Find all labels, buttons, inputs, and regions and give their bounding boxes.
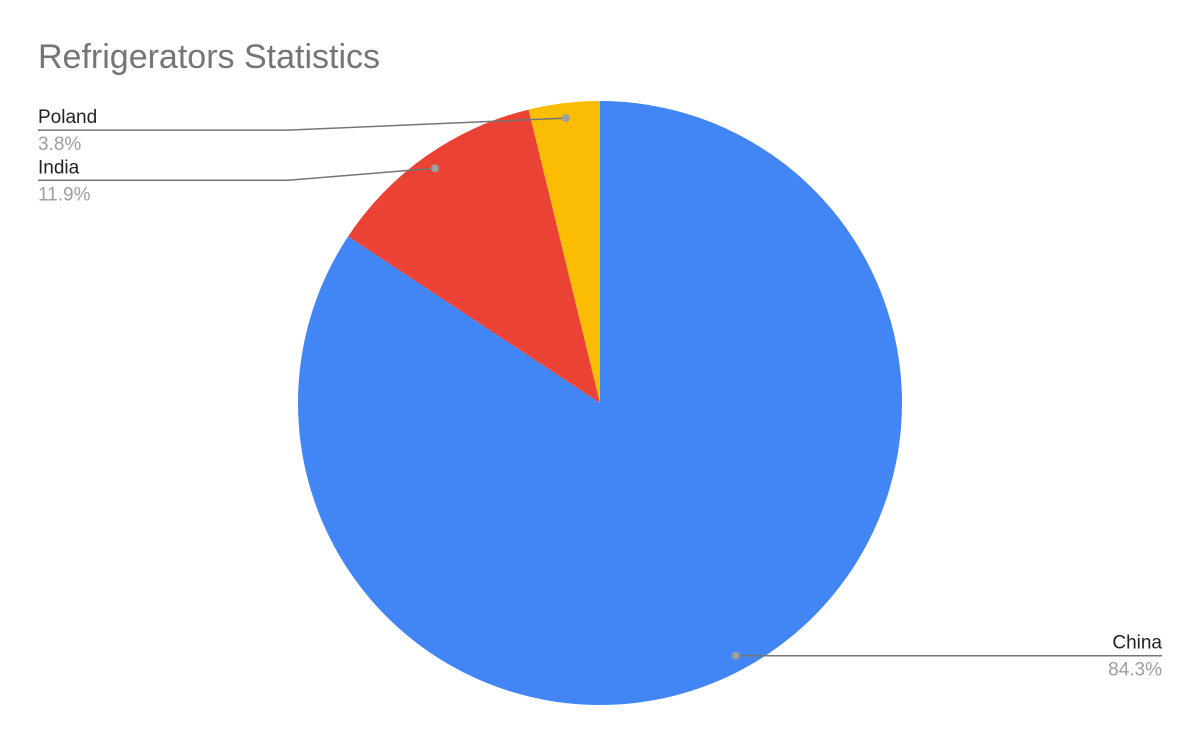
slice-value-label: 84.3% <box>1108 660 1162 681</box>
slice-value-label: 3.8% <box>38 134 81 155</box>
slice-value-label: 11.9% <box>38 184 91 205</box>
leader-dot <box>731 651 740 660</box>
slice-label: China <box>1112 633 1162 654</box>
pie-slice <box>348 109 600 404</box>
leader-line <box>38 167 436 182</box>
pie-slice <box>298 101 903 706</box>
leader-line <box>38 117 566 131</box>
slice-label: Poland <box>38 107 97 128</box>
slice-label: India <box>38 157 80 178</box>
leader-dot <box>431 164 440 173</box>
leader-dot <box>561 114 570 123</box>
pie-slice <box>528 101 600 403</box>
chart-title: Refrigerators Statistics <box>38 38 380 76</box>
